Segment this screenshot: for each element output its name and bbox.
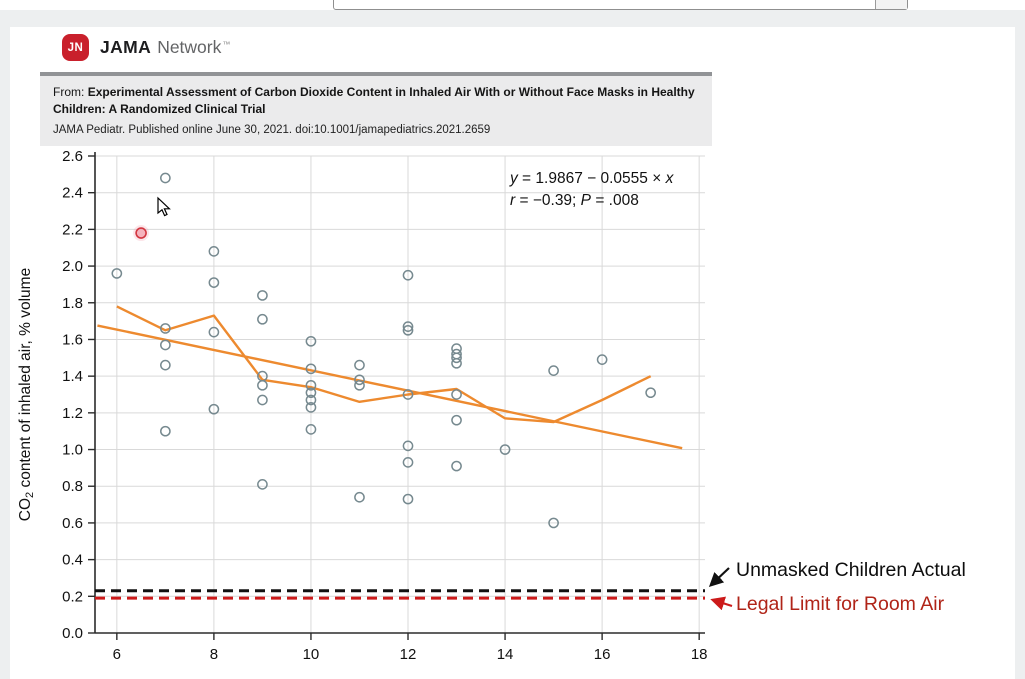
co2-scatter-chart: 0.0 0.2 0.4 0.6 0.8 1.0 1.2 1.4 1.6 1.8 2.0 2.2 2.4 2… bbox=[17, 148, 733, 663]
svg-text:2.2: 2.2 bbox=[62, 221, 83, 238]
legal-limit-label: Legal Limit for Room Air bbox=[736, 593, 945, 615]
brand-network: Network bbox=[157, 37, 222, 57]
svg-text:CO2 content of inhaled air, %: CO2 content of inhaled air, % volume bbox=[17, 268, 36, 521]
svg-text:14: 14 bbox=[497, 646, 514, 663]
figure-source-box: From: Experimental Assessment of Carbon … bbox=[40, 72, 712, 146]
from-label: From: bbox=[53, 85, 85, 99]
svg-text:0.0: 0.0 bbox=[62, 625, 83, 642]
svg-text:16: 16 bbox=[594, 646, 611, 663]
brand-name: JAMA Network™ bbox=[100, 37, 230, 58]
browser-toolbar bbox=[0, 0, 1025, 10]
svg-text:0.8: 0.8 bbox=[62, 478, 83, 495]
jama-logo-icon: JN bbox=[62, 34, 89, 61]
svg-text:10: 10 bbox=[303, 646, 320, 663]
svg-text:8: 8 bbox=[210, 646, 218, 663]
article-citation: JAMA Pediatr. Published online June 30, … bbox=[53, 123, 491, 136]
svg-text:2.4: 2.4 bbox=[62, 185, 83, 202]
svg-text:12: 12 bbox=[400, 646, 417, 663]
svg-text:0.4: 0.4 bbox=[62, 552, 83, 569]
svg-text:0.2: 0.2 bbox=[62, 588, 83, 605]
svg-text:2.6: 2.6 bbox=[62, 148, 83, 165]
trademark-symbol: ™ bbox=[222, 39, 231, 49]
svg-text:0.6: 0.6 bbox=[62, 515, 83, 532]
mouse-cursor-icon bbox=[157, 196, 171, 217]
article-figure-card: JN JAMA Network™ From: Experimental Asses… bbox=[10, 27, 1015, 679]
address-bar-button[interactable] bbox=[875, 0, 907, 9]
svg-text:1.2: 1.2 bbox=[62, 405, 83, 422]
figure-source-title: From: Experimental Assessment of Carbon … bbox=[53, 84, 699, 118]
jama-network-header: JN JAMA Network™ bbox=[62, 34, 230, 61]
svg-text:1.4: 1.4 bbox=[62, 368, 83, 385]
svg-text:y = 1.9867 − 0.0555 × x: y = 1.9867 − 0.0555 × x bbox=[509, 170, 675, 187]
unmasked-children-label: Unmasked Children Actual bbox=[736, 559, 966, 581]
svg-text:18: 18 bbox=[691, 646, 708, 663]
svg-text:1.0: 1.0 bbox=[62, 442, 83, 459]
svg-text:6: 6 bbox=[113, 646, 121, 663]
article-title: Experimental Assessment of Carbon Dioxid… bbox=[53, 85, 695, 116]
svg-text:2.0: 2.0 bbox=[62, 258, 83, 275]
svg-text:r = −0.39; P = .008: r = −0.39; P = .008 bbox=[510, 192, 639, 209]
svg-text:1.8: 1.8 bbox=[62, 295, 83, 312]
svg-text:1.6: 1.6 bbox=[62, 331, 83, 348]
browser-address-bar[interactable] bbox=[333, 0, 908, 10]
brand-jama: JAMA bbox=[100, 37, 152, 57]
